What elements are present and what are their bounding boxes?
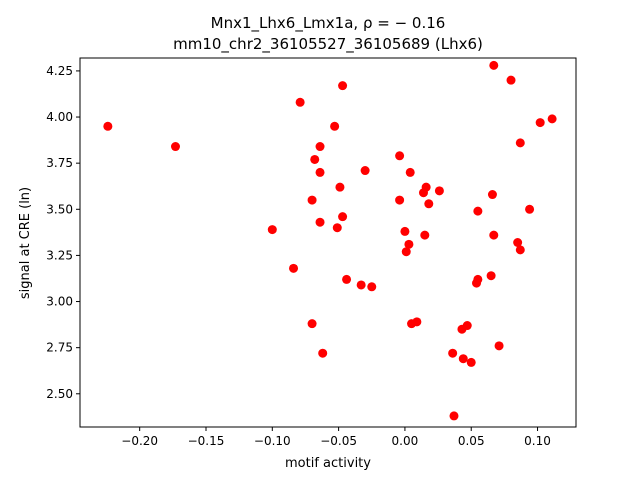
data-point-34 [448,348,458,358]
data-point-42 [473,206,483,216]
data-point-19 [360,166,370,176]
data-point-18 [356,280,366,290]
data-point-9 [315,167,325,177]
data-point-24 [401,247,411,257]
data-point-13 [332,223,342,233]
data-point-41 [473,274,483,284]
data-point-11 [318,348,328,358]
data-point-30 [420,230,430,240]
y-tick-label: 3.50 [46,202,73,216]
data-point-20 [367,282,377,292]
y-axis: 2.50 2.75 3.00 3.25 3.50 3.75 4.00 4.25 [46,64,80,401]
data-point-54 [547,114,557,124]
data-point-15 [338,81,348,91]
x-tick-label: 0.00 [392,434,419,448]
data-point-2 [267,225,277,235]
data-point-53 [535,118,545,128]
data-point-10 [315,217,325,227]
chart-title: Mnx1_Lhx6_Lmx1a, ρ = − 0.16 [211,14,446,33]
y-tick-label: 3.25 [46,248,73,262]
x-axis: −0.20 −0.15 −0.10 −0.05 0.00 0.05 0.10 [121,427,551,448]
data-point-35 [449,411,459,421]
data-point-6 [307,319,317,329]
y-tick-label: 2.75 [46,341,73,355]
y-axis-label: signal at CRE (ln) [18,187,33,299]
x-tick-label: 0.10 [524,434,551,448]
chart-subtitle: mm10_chr2_36105527_36105689 (Lhx6) [173,35,483,54]
x-tick-label: −0.10 [254,434,291,448]
data-point-48 [506,75,516,85]
data-point-8 [315,142,325,152]
data-point-25 [404,239,414,249]
x-tick-label: −0.15 [188,434,225,448]
x-tick-label: −0.05 [320,434,357,448]
y-tick-label: 4.25 [46,64,73,78]
data-point-37 [458,354,468,364]
data-point-50 [515,245,525,255]
data-point-17 [342,274,352,284]
plot-frame [79,57,577,428]
x-tick-label: 0.05 [458,434,485,448]
points-layer [103,60,557,421]
data-point-49 [513,238,523,247]
y-tick-label: 2.50 [46,387,73,401]
data-point-26 [405,167,415,177]
data-point-51 [515,138,525,148]
data-point-47 [494,341,504,351]
y-tick-label: 3.00 [46,295,73,309]
data-point-3 [289,263,299,273]
data-point-4 [295,97,305,107]
data-point-38 [462,321,472,331]
data-point-5 [307,195,317,205]
x-tick-label: −0.20 [121,434,158,448]
data-point-32 [424,199,434,209]
data-point-23 [400,226,410,236]
data-point-22 [395,195,405,205]
data-point-7 [310,154,320,164]
data-point-12 [330,121,340,131]
data-point-21 [395,151,405,161]
data-point-52 [525,204,535,214]
data-point-31 [421,182,431,192]
data-point-46 [489,230,499,240]
x-axis-label: motif activity [285,456,371,471]
data-point-16 [338,212,348,222]
data-point-45 [489,60,499,70]
y-tick-label: 4.00 [46,110,73,124]
data-point-1 [170,142,180,152]
data-point-0 [103,121,113,131]
data-point-44 [487,190,497,200]
data-point-39 [466,357,476,367]
data-point-28 [412,317,422,327]
data-point-33 [434,186,444,196]
y-tick-label: 3.75 [46,156,73,170]
data-point-43 [486,271,496,281]
data-point-14 [335,182,345,192]
